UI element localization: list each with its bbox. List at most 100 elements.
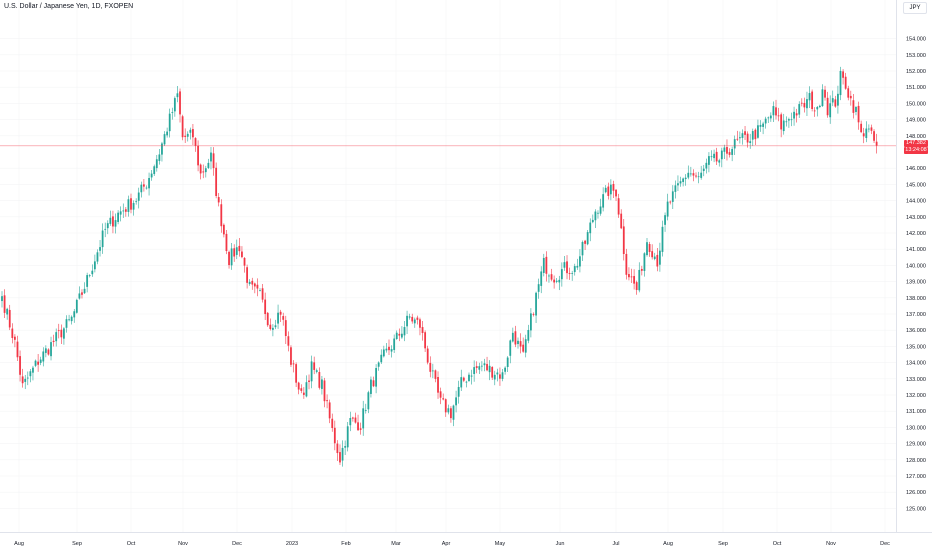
- candle-body: [47, 349, 50, 355]
- candle-body: [6, 308, 9, 315]
- candle-body: [697, 176, 700, 178]
- candle-body: [633, 276, 635, 284]
- candle-body: [161, 143, 163, 155]
- candle-body: [444, 399, 447, 413]
- price-axis[interactable]: 154.000 153.000 152.000 151.000 150.000 149.0…: [906, 37, 926, 513]
- candle-body: [591, 219, 594, 223]
- candle-body: [235, 247, 238, 255]
- candle-body: [403, 327, 406, 336]
- candle-body: [52, 340, 55, 343]
- candle-body: [349, 417, 352, 426]
- candle-body: [295, 364, 298, 383]
- candle-body: [656, 254, 659, 267]
- candle-body: [431, 370, 434, 372]
- candle-body: [470, 375, 473, 377]
- candle-body: [202, 171, 205, 173]
- candle-body: [813, 110, 816, 112]
- candle-body: [179, 91, 181, 115]
- candle-body: [24, 378, 27, 382]
- candle-body: [19, 356, 21, 375]
- y-tick-label: 129.000: [906, 442, 926, 448]
- candle-body: [199, 164, 202, 174]
- candle-body: [661, 226, 664, 252]
- candle-body: [553, 279, 556, 283]
- candle-body: [705, 162, 708, 169]
- y-tick-label: 127.000: [906, 474, 926, 480]
- candle-body: [122, 210, 125, 212]
- candle-body: [266, 312, 269, 326]
- candle-body: [839, 70, 842, 96]
- candle-body: [29, 371, 32, 377]
- candle-body: [57, 330, 60, 332]
- y-tick-label: 139.000: [906, 280, 926, 286]
- candle-body: [604, 187, 607, 193]
- candle-body: [184, 135, 187, 137]
- candle-body: [408, 316, 411, 318]
- candle-body: [620, 213, 623, 229]
- currency-badge[interactable]: JPY: [903, 2, 927, 14]
- candle-body: [617, 198, 620, 215]
- candle-body: [194, 138, 197, 146]
- candle-body: [635, 282, 638, 290]
- y-tick-label: 152.000: [906, 69, 926, 75]
- candle-body: [483, 363, 486, 366]
- candle-body: [723, 147, 726, 152]
- candle-body: [473, 367, 476, 375]
- candle-body: [344, 446, 347, 448]
- candle-body: [566, 261, 568, 274]
- y-tick-label: 150.000: [906, 101, 926, 107]
- candle-body: [653, 256, 656, 260]
- candle-body: [511, 332, 514, 342]
- candle-body: [238, 245, 241, 252]
- candle-body: [609, 184, 612, 195]
- y-tick-label: 130.000: [906, 425, 926, 431]
- candle-body: [279, 311, 282, 315]
- candle-body: [643, 253, 646, 271]
- candle-body: [70, 316, 73, 322]
- candle-body: [284, 320, 287, 337]
- candle-body: [331, 418, 334, 429]
- candle-body: [34, 360, 37, 366]
- candle-body: [91, 270, 94, 275]
- candle-body: [44, 348, 47, 353]
- candle-body: [514, 331, 517, 345]
- candle-body: [769, 115, 772, 119]
- candle-body: [736, 138, 739, 140]
- candle-body: [715, 151, 718, 162]
- candle-body: [731, 149, 734, 155]
- candle-body: [176, 93, 179, 98]
- candle-body: [599, 206, 602, 214]
- candle-body: [416, 317, 419, 320]
- candle-body: [767, 117, 770, 119]
- candle-body: [370, 379, 372, 394]
- candle-body: [573, 266, 576, 273]
- candle-body: [292, 363, 295, 365]
- candle-body: [269, 324, 272, 330]
- candle-body: [367, 392, 370, 410]
- time-axis[interactable]: Aug Sep Oct Nov Dec 2023 Feb Mar Apr May Jun Jul Aug…: [14, 541, 890, 547]
- candle-body: [163, 134, 166, 145]
- candle-body: [297, 382, 300, 390]
- candle-body: [806, 99, 808, 109]
- candle-body: [532, 313, 535, 315]
- candle-body: [135, 201, 138, 203]
- candle-body: [341, 447, 344, 461]
- candle-body: [535, 292, 537, 316]
- x-tick-label: Jul: [612, 541, 619, 547]
- candle-body: [597, 212, 599, 214]
- candle-body: [248, 281, 251, 284]
- candle-body: [86, 275, 89, 287]
- candle-body: [233, 248, 236, 257]
- candle-body: [14, 336, 16, 340]
- candle-body: [158, 154, 161, 161]
- candle-body: [411, 316, 414, 322]
- candle-body: [751, 131, 754, 140]
- candle-body: [339, 452, 341, 463]
- x-tick-label: Nov: [178, 541, 188, 547]
- symbol-title[interactable]: U.S. Dollar / Japanese Yen, 1D, FXOPEN: [4, 3, 134, 10]
- candle-body: [682, 178, 685, 182]
- candle-body: [798, 104, 801, 115]
- candle-body: [568, 273, 571, 274]
